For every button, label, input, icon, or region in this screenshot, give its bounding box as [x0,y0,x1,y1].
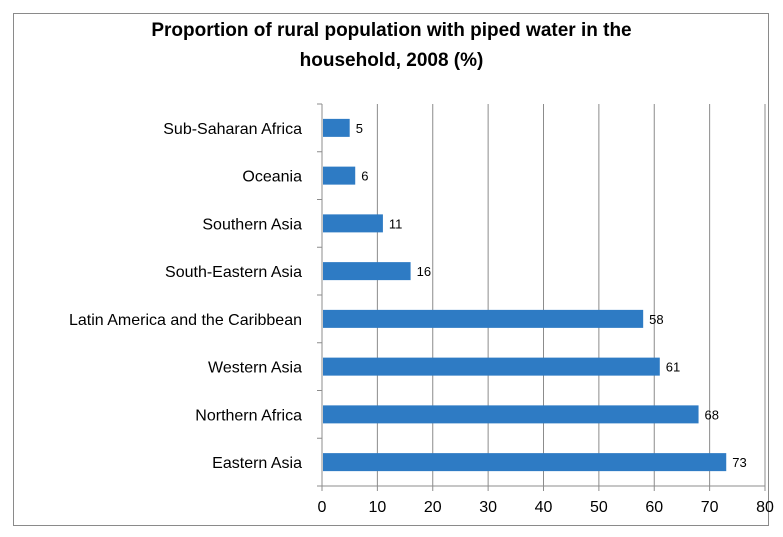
data-label: 58 [649,312,663,327]
data-label: 11 [389,216,403,231]
bar [323,118,350,137]
bar [323,166,356,185]
category-label: Eastern Asia [212,455,302,472]
category-label: Western Asia [208,360,302,377]
x-tick-label: 40 [535,499,553,516]
bar [323,357,660,376]
data-label: 6 [361,169,368,184]
x-tick-label: 20 [424,499,442,516]
bar [323,405,699,424]
data-label: 5 [356,121,363,136]
x-tick-label: 10 [368,499,386,516]
chart-title-line-2: household, 2008 (%) [299,50,484,71]
x-tick-label: 80 [756,499,774,516]
x-tick-label: 60 [645,499,663,516]
data-label: 61 [666,360,680,375]
data-label: 68 [705,407,719,422]
chart-title-line-1: Proportion of rural population with pipe… [151,20,632,41]
data-label: 16 [417,264,431,279]
chart-title: Proportion of rural population with pipe… [0,16,783,76]
category-label: Southern Asia [202,216,302,233]
category-label: Oceania [242,169,302,186]
category-label: Sub-Saharan Africa [163,121,302,138]
x-tick-label: 50 [590,499,608,516]
x-tick-label: 0 [318,499,327,516]
category-label: Northern Africa [195,407,302,424]
category-label: Latin America and the Caribbean [69,312,302,329]
bar [323,309,644,328]
category-label: South-Eastern Asia [165,264,302,281]
x-tick-label: 70 [701,499,719,516]
bar [323,453,727,472]
bar [323,262,411,281]
data-label: 73 [732,455,746,470]
bar [323,214,383,233]
x-tick-label: 30 [479,499,497,516]
